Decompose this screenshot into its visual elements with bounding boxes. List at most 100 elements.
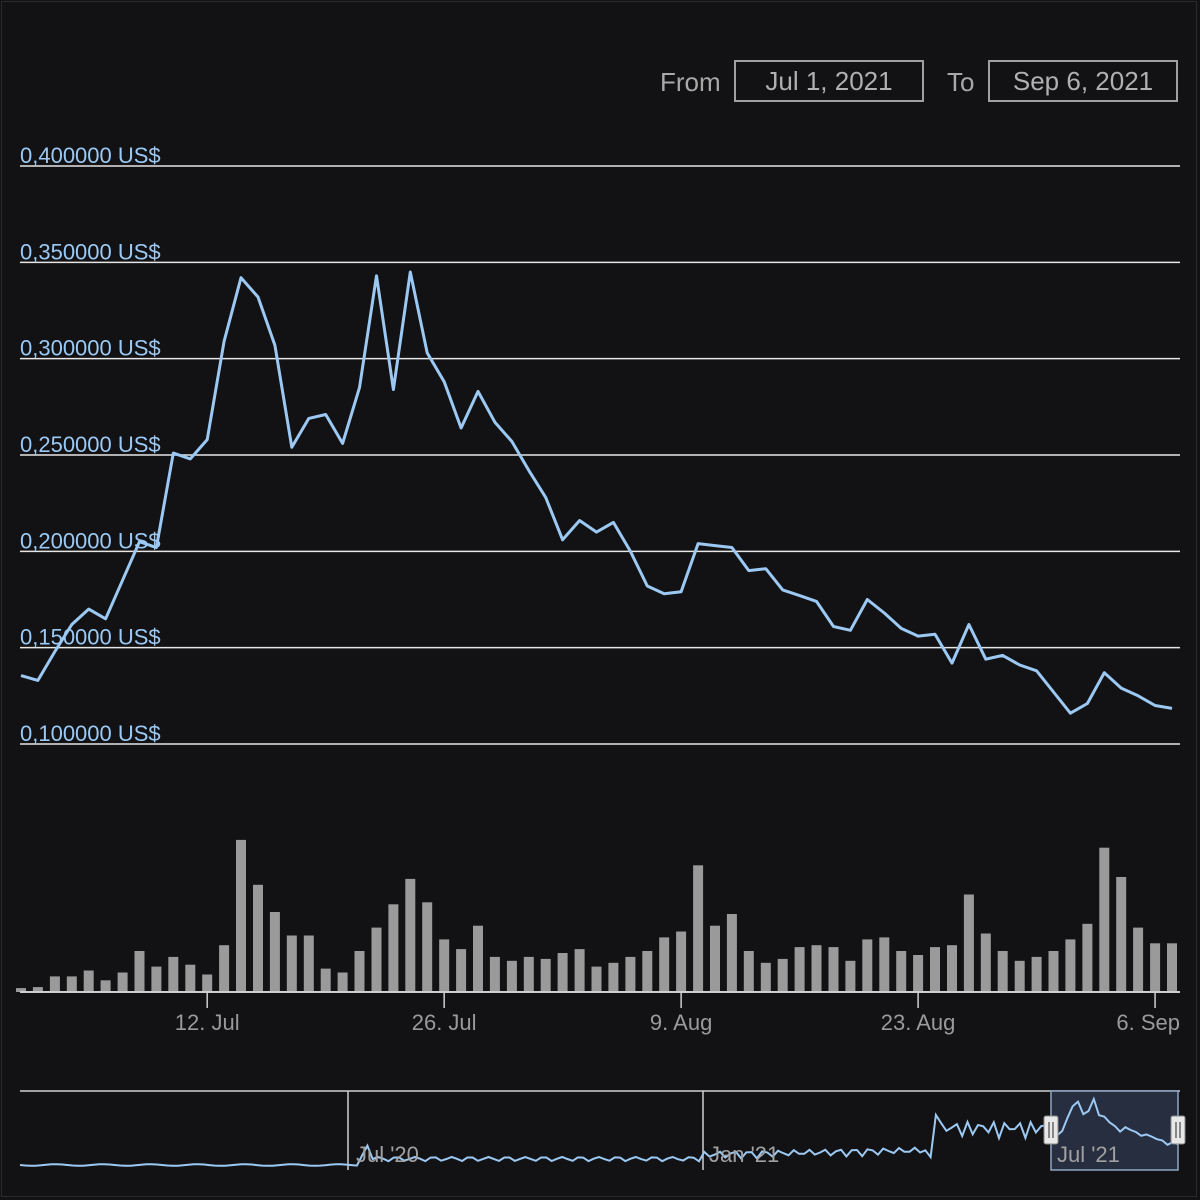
volume-bar xyxy=(523,956,534,992)
volume-bar xyxy=(371,927,382,992)
volume-bar xyxy=(337,972,348,992)
volume-bar xyxy=(117,972,128,992)
volume-bar xyxy=(236,839,246,992)
volume-bar xyxy=(134,951,145,992)
volume-bar xyxy=(168,956,179,992)
x-tick-label: 12. Jul xyxy=(175,1010,240,1035)
volume-bar xyxy=(659,937,670,992)
x-tick-label: 6. Sep xyxy=(1116,1010,1180,1035)
x-tick-label: 23. Aug xyxy=(881,1010,956,1035)
volume-bar xyxy=(710,925,720,992)
price-series-line xyxy=(20,270,1173,715)
y-tick-label: 0,400000 US$ xyxy=(20,143,161,168)
volume-bar xyxy=(1099,847,1110,992)
volume-bar xyxy=(185,964,196,992)
volume-bar xyxy=(439,939,450,993)
volume-bar xyxy=(405,878,416,992)
y-tick-label: 0,300000 US$ xyxy=(20,336,161,361)
volume-bar xyxy=(828,947,839,992)
grid-lines xyxy=(20,165,1180,745)
volume-bar xyxy=(980,933,991,992)
volume-bar xyxy=(608,962,619,993)
volume-bar xyxy=(16,988,26,992)
volume-bar xyxy=(676,931,687,992)
volume-bar xyxy=(388,904,399,993)
volume-bar xyxy=(794,947,805,992)
volume-bar xyxy=(862,939,873,993)
x-axis-ticks: 12. Jul 26. Jul 9. Aug 23. Aug 6. Sep xyxy=(175,992,1180,1035)
volume-bar xyxy=(1116,877,1127,993)
volume-bar xyxy=(642,951,653,992)
navigator-left-handle[interactable] xyxy=(1043,1115,1059,1145)
volume-bar xyxy=(997,951,1008,992)
volume-bar xyxy=(1082,923,1093,993)
volume-bar xyxy=(303,935,314,992)
volume-bar xyxy=(574,949,585,992)
volume-bar xyxy=(286,935,297,992)
navigator-selection[interactable] xyxy=(1050,1090,1179,1171)
volume-bar xyxy=(1031,956,1042,992)
volume-bar xyxy=(1014,960,1025,992)
volume-bar xyxy=(489,956,500,992)
volume-bar xyxy=(422,902,433,992)
volume-bar xyxy=(66,976,77,992)
volume-bar xyxy=(540,958,551,992)
y-tick-label: 0,350000 US$ xyxy=(20,239,161,264)
volume-bar xyxy=(726,914,737,992)
x-tick-label: 26. Jul xyxy=(412,1010,477,1035)
volume-bar xyxy=(947,945,957,992)
navigator-x-labels: Jul '20 Jan '21 Jul '21 xyxy=(356,1142,1120,1167)
volume-bar xyxy=(473,925,483,992)
navigator-series-line xyxy=(19,1096,1179,1167)
volume-bar xyxy=(591,966,602,992)
volume-bar xyxy=(913,955,924,992)
y-tick-label: 0,100000 US$ xyxy=(20,721,161,746)
volume-bar xyxy=(253,884,263,993)
navigator-x-label: Jul '21 xyxy=(1057,1142,1120,1167)
volume-bar xyxy=(845,960,856,992)
y-axis-labels: 0,100000 US$0,150000 US$0,200000 US$0,25… xyxy=(20,143,161,746)
volume-bar xyxy=(1167,943,1177,993)
volume-bar xyxy=(100,980,111,992)
volume-bar xyxy=(83,970,94,992)
volume-bar xyxy=(811,945,822,992)
volume-bar xyxy=(1048,951,1059,992)
volume-bar xyxy=(896,951,907,992)
volume-bar xyxy=(879,937,890,992)
volume-bar xyxy=(963,894,974,992)
volume-bar xyxy=(506,960,517,992)
volume-bar xyxy=(456,949,467,992)
y-tick-label: 0,250000 US$ xyxy=(20,432,161,457)
volume-bar xyxy=(693,865,704,993)
volume-bar xyxy=(269,912,280,992)
navigator[interactable]: Jul '20 Jan '21 Jul '21 xyxy=(19,1090,1186,1171)
volume-bar xyxy=(777,958,788,992)
volume-bar xyxy=(1150,943,1161,993)
x-tick-label: 9. Aug xyxy=(650,1010,712,1035)
volume-bar xyxy=(49,976,60,992)
navigator-x-label: Jul '20 xyxy=(356,1142,419,1167)
volume-bar xyxy=(202,974,213,993)
navigator-x-label: Jan '21 xyxy=(709,1142,779,1167)
volume-bar xyxy=(320,968,331,992)
y-tick-label: 0,150000 US$ xyxy=(20,625,161,650)
volume-bar xyxy=(32,987,43,992)
volume-bar xyxy=(557,953,568,992)
volume-bar xyxy=(625,956,636,992)
to-label: To xyxy=(947,66,975,97)
volume-bar xyxy=(930,947,940,992)
volume-bar xyxy=(760,962,771,993)
volume-bar xyxy=(354,951,365,992)
volume-bar xyxy=(1133,927,1144,992)
volume-bars xyxy=(16,839,1177,993)
volume-bar xyxy=(219,945,230,992)
from-label: From xyxy=(660,66,721,97)
from-date-input[interactable]: Jul 1, 2021 xyxy=(734,60,924,102)
volume-bar xyxy=(1065,939,1076,993)
navigator-right-handle[interactable] xyxy=(1170,1115,1186,1145)
volume-bar xyxy=(743,951,754,992)
to-date-input[interactable]: Sep 6, 2021 xyxy=(988,60,1178,102)
volume-bar xyxy=(151,966,162,992)
